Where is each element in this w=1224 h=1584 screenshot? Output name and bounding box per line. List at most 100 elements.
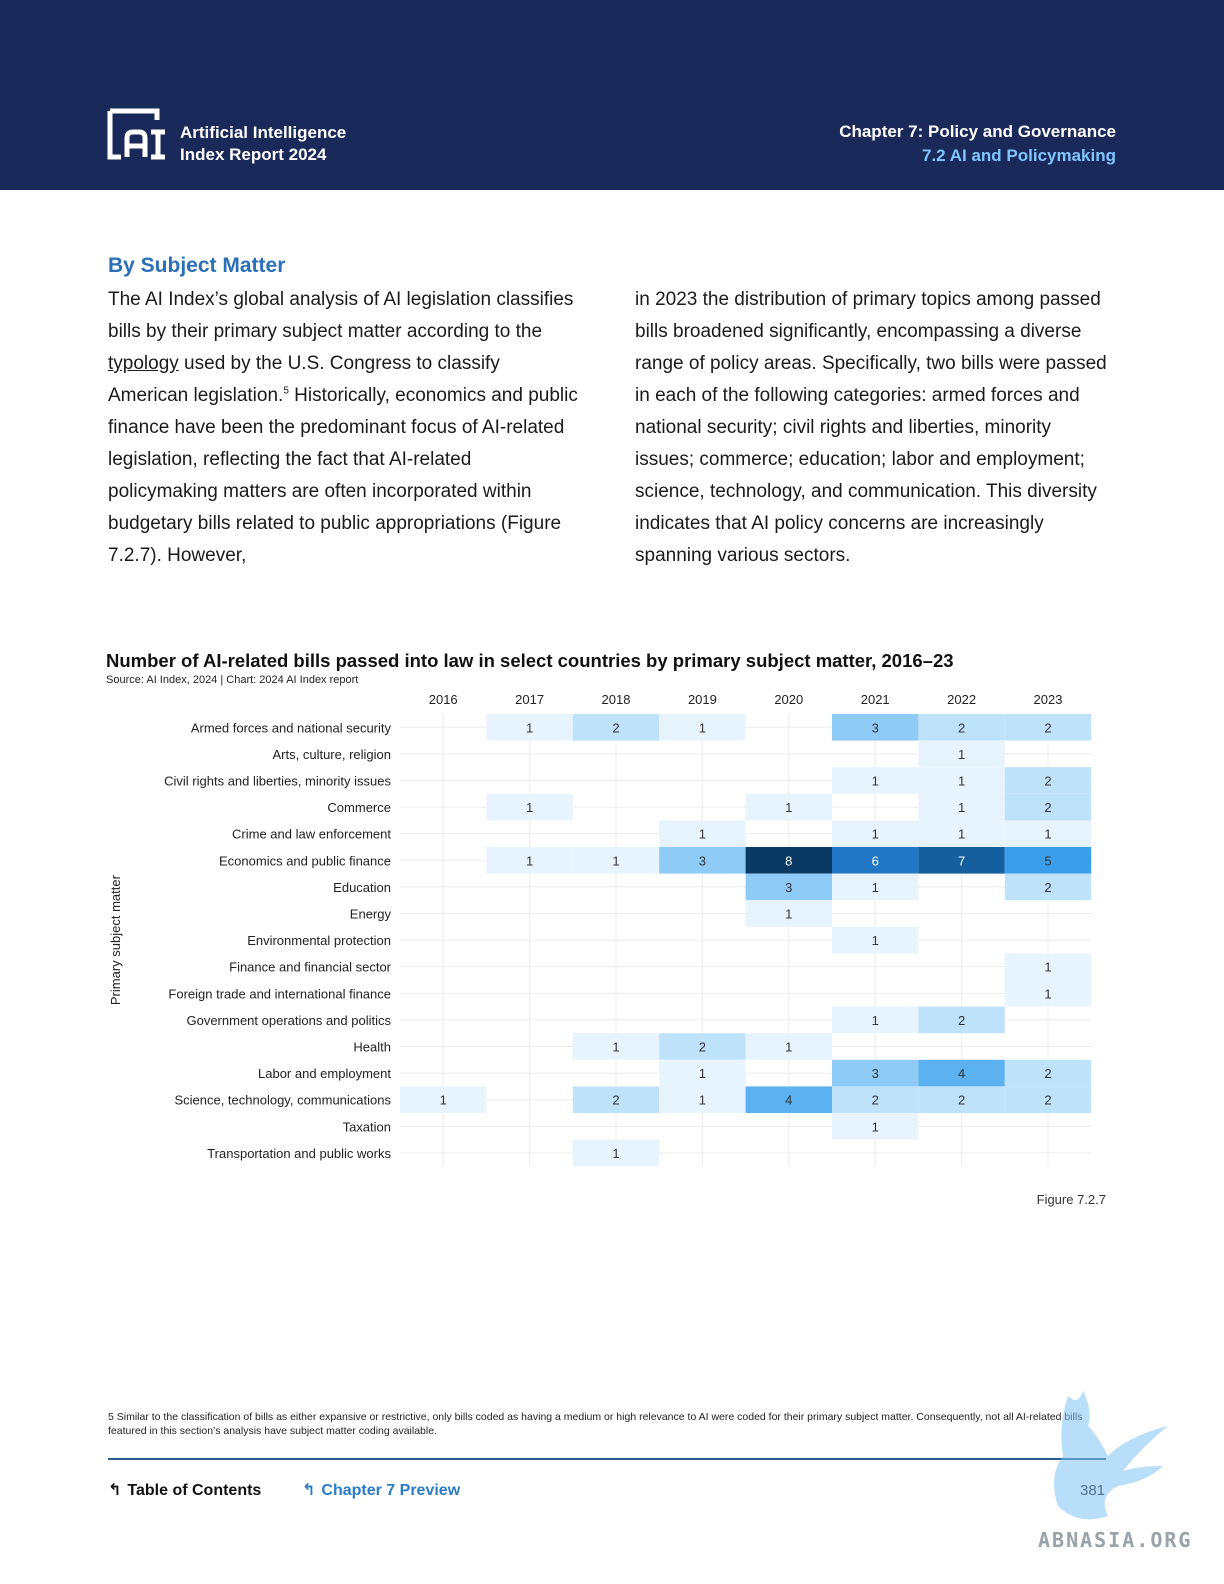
heatmap-cell: [572, 714, 660, 741]
cell-value-label: 1: [612, 853, 619, 868]
heatmap-cell: [832, 714, 919, 741]
cell-value-label: 1: [699, 1093, 706, 1108]
heatmap-cell: [659, 1033, 746, 1060]
heatmap-cell: [745, 847, 832, 874]
row-label: Commerce: [327, 800, 391, 815]
cell-value-label: 5: [1044, 853, 1051, 868]
row-label: Armed forces and national security: [191, 720, 392, 735]
cell-value-label: 2: [1044, 774, 1051, 789]
row-label: Health: [353, 1040, 391, 1055]
row-label: Labor and employment: [258, 1066, 391, 1081]
return-arrow-icon: ↰: [302, 1482, 316, 1499]
heatmap-cell: [918, 740, 1005, 768]
heatmap-cell: [659, 1086, 746, 1113]
cell-value-label: 1: [440, 1093, 447, 1108]
toc-label: Table of Contents: [127, 1482, 262, 1499]
cell-value-label: 2: [612, 720, 619, 735]
section-title: 7.2 AI and Policymaking: [922, 146, 1116, 165]
heatmap-cell: [1004, 820, 1092, 847]
cell-value-label: 8: [785, 853, 792, 868]
cell-value-label: 1: [526, 853, 533, 868]
cell-value-label: 2: [958, 720, 965, 735]
heatmap-cell: [832, 926, 919, 954]
cell-value-label: 1: [872, 774, 879, 789]
cell-value-label: 1: [872, 1013, 879, 1028]
heatmap-cell: [745, 1033, 832, 1060]
body-text-part3: Historically, economics and public finan…: [108, 385, 578, 566]
cell-value-label: 1: [612, 1146, 619, 1161]
heatmap-cell: [1004, 953, 1092, 980]
cell-value-label: 2: [1044, 720, 1051, 735]
cell-value-label: 1: [872, 933, 879, 948]
chapter-preview-label: Chapter 7 Preview: [321, 1482, 461, 1499]
cell-value-label: 1: [526, 800, 533, 815]
cell-value-label: 3: [785, 880, 792, 895]
chapter-preview-link[interactable]: ↰ Chapter 7 Preview: [302, 1480, 460, 1500]
cell-value-label: 7: [958, 853, 965, 868]
heatmap-cell: [1004, 980, 1092, 1007]
cell-value-label: 1: [785, 1040, 792, 1055]
cell-value-label: 6: [872, 853, 879, 868]
body-text-part2: used by the U.S. Congress to classify Am…: [108, 353, 500, 406]
subsection-heading: By Subject Matter: [108, 254, 286, 277]
cell-value-label: 2: [699, 1040, 706, 1055]
cell-value-label: 1: [785, 800, 792, 815]
footnote-ref: 5: [283, 385, 289, 397]
heatmap-cell: [745, 1086, 832, 1113]
cell-value-label: 3: [699, 853, 706, 868]
chapter-heading: Chapter 7: Policy and Governance 7.2 AI …: [839, 120, 1116, 168]
heatmap-cell: [918, 767, 1005, 794]
heatmap-cell: [659, 1059, 746, 1087]
chart-source: Source: AI Index, 2024 | Chart: 2024 AI …: [106, 674, 359, 686]
cell-value-label: 2: [958, 1013, 965, 1028]
cell-value-label: 1: [958, 747, 965, 762]
heatmap-cell: [572, 847, 660, 874]
heatmap-cell: [745, 900, 832, 927]
heatmap-cell: [832, 1086, 919, 1113]
heatmap-cell: [572, 1033, 660, 1060]
column-label: 2023: [1034, 692, 1063, 707]
heatmap-cell: [486, 714, 573, 741]
cell-value-label: 3: [872, 1066, 879, 1081]
cell-value-label: 1: [699, 720, 706, 735]
cell-value-label: 1: [958, 827, 965, 842]
ai-index-logo-icon: [107, 108, 165, 160]
cell-value-label: 1: [1044, 960, 1051, 975]
chart-title: Number of AI-related bills passed into l…: [106, 650, 954, 671]
heatmap-cell: [918, 1006, 1005, 1034]
cell-value-label: 1: [1044, 986, 1051, 1001]
heatmap-cell: [1004, 714, 1092, 741]
cell-value-label: 1: [612, 1040, 619, 1055]
cell-value-label: 2: [1044, 800, 1051, 815]
heatmap-cell: [918, 714, 1005, 741]
heatmap-cell: [1004, 1086, 1092, 1113]
watermark-text: ABNASIA.ORG: [1038, 1528, 1193, 1552]
column-label: 2016: [429, 692, 458, 707]
body-text-part1: The AI Index’s global analysis of AI leg…: [108, 289, 574, 342]
column-label: 2020: [774, 692, 803, 707]
heatmap-cell: [918, 793, 1005, 821]
heatmap-cell: [745, 793, 832, 821]
heatmap-cell: [832, 820, 919, 847]
cell-value-label: 1: [1044, 827, 1051, 842]
column-label: 2017: [515, 692, 544, 707]
heatmap-cell: [745, 873, 832, 901]
row-label: Science, technology, communications: [174, 1093, 391, 1108]
heatmap-cell: [918, 847, 1005, 874]
typology-link[interactable]: typology: [108, 353, 179, 374]
cell-value-label: 3: [872, 720, 879, 735]
heatmap-cell: [659, 714, 746, 741]
page-header: Artificial Intelligence Index Report 202…: [0, 0, 1224, 190]
cell-value-label: 1: [872, 827, 879, 842]
heatmap-cell: [918, 820, 1005, 847]
heatmap-cell: [486, 793, 573, 821]
heatmap-cell: [1004, 793, 1092, 821]
row-label: Transportation and public works: [207, 1146, 391, 1161]
body-text-right-paragraph: in 2023 the distribution of primary topi…: [635, 289, 1107, 566]
row-label: Economics and public finance: [219, 853, 391, 868]
heatmap-cell: [486, 847, 573, 874]
cell-value-label: 4: [785, 1093, 792, 1108]
table-of-contents-link[interactable]: ↰ Table of Contents: [108, 1480, 261, 1500]
heatmap-cell: [832, 1006, 919, 1034]
row-label: Government operations and politics: [186, 1013, 391, 1028]
